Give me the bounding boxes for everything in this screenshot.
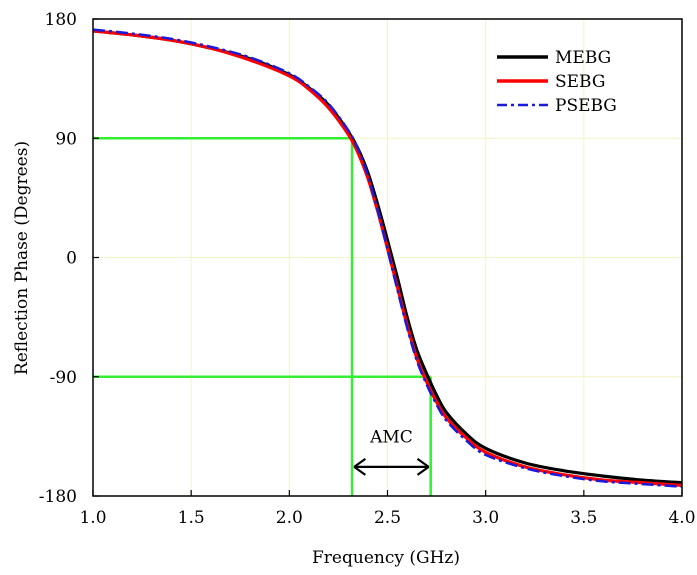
x-tick-label: 2.5 xyxy=(374,508,401,528)
amc-arrowhead-left xyxy=(353,457,366,476)
y-tick-label: 90 xyxy=(55,129,77,149)
tick-labels: 1.0 1.5 2.0 2.5 3.0 3.5 4.0 180 90 0 -90 -180 xyxy=(39,10,696,528)
series-line-sebg xyxy=(92,29,683,487)
x-tick-label: 2.0 xyxy=(276,508,303,528)
legend-label-psebg: PSEBG xyxy=(555,96,617,116)
amc-arrowhead-right xyxy=(416,457,430,476)
x-tick-label: 4.0 xyxy=(668,508,695,528)
x-tick-label: 3.5 xyxy=(570,508,597,528)
y-axis-title: Reflection Phase (Degrees) xyxy=(12,141,32,375)
series-line-psebg xyxy=(92,28,683,488)
y-tick-label: -180 xyxy=(39,487,77,507)
amc-reference-lines xyxy=(93,137,432,496)
legend-label-sebg: SEBG xyxy=(555,72,605,92)
y-tick-label: 0 xyxy=(66,249,77,269)
series-lines xyxy=(92,28,683,488)
x-tick-label: 1.5 xyxy=(178,508,205,528)
amc-annotation: AMC xyxy=(353,427,430,476)
y-tick-label: -90 xyxy=(50,368,77,388)
legend-label-mebg: MEBG xyxy=(555,48,611,68)
x-tick-label: 3.0 xyxy=(472,508,499,528)
legend: MEBG SEBG PSEBG xyxy=(497,48,617,116)
x-axis-title: Frequency (GHz) xyxy=(312,548,460,568)
x-tick-label: 1.0 xyxy=(79,508,106,528)
amc-label: AMC xyxy=(369,427,413,447)
y-tick-label: 180 xyxy=(45,10,77,30)
plot-frame xyxy=(92,18,683,497)
